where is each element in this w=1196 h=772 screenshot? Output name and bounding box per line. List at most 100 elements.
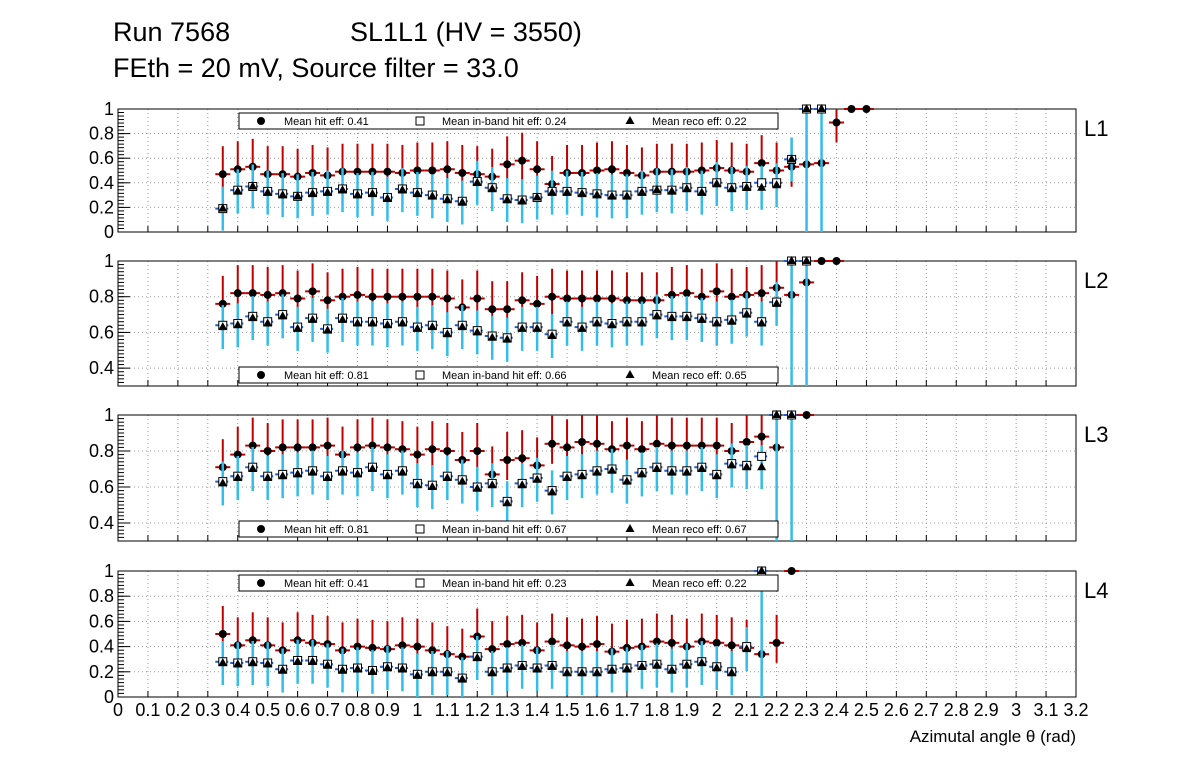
- reco-point: [727, 668, 737, 677]
- x-tick-label: 2.3: [794, 700, 819, 720]
- x-tick-label: 2.1: [734, 700, 759, 720]
- x-tick-label: 1.9: [674, 700, 699, 720]
- hit-point: [697, 292, 706, 301]
- x-tick-label: 3.2: [1063, 700, 1088, 720]
- reco-point: [487, 480, 497, 489]
- reco-point: [457, 476, 467, 485]
- x-tick-label: 1.6: [584, 700, 609, 720]
- hit-point: [473, 294, 482, 303]
- reco-point: [577, 471, 587, 480]
- reco-point: [457, 322, 467, 331]
- y-tick-label: 0.6: [89, 611, 114, 631]
- reco-point: [712, 179, 722, 188]
- hit-point: [817, 257, 826, 265]
- reco-point: [293, 323, 303, 332]
- reco-point: [308, 656, 318, 665]
- reco-point: [592, 318, 602, 327]
- hit-point: [248, 441, 257, 450]
- reco-point: [742, 182, 752, 191]
- hit-point: [503, 456, 512, 464]
- hit-point: [593, 294, 601, 303]
- hit-point: [293, 294, 302, 303]
- hit-point: [757, 289, 766, 298]
- hit-point: [563, 443, 572, 452]
- reco-point: [517, 323, 527, 332]
- hit-point: [233, 450, 242, 459]
- hit-point: [353, 167, 362, 176]
- legend-hit-label: Mean hit eff: 0.41: [284, 116, 369, 128]
- reco-point: [607, 320, 617, 329]
- legend-inband-label: Mean in-band hit eff: 0.66: [442, 370, 567, 382]
- y-tick-label: 0.6: [89, 148, 114, 168]
- reco-point: [323, 660, 333, 669]
- hit-point: [533, 165, 542, 174]
- reco-point: [667, 186, 677, 195]
- reco-point: [622, 476, 632, 485]
- reco-point: [218, 657, 228, 666]
- reco-point: [338, 185, 348, 194]
- reco-point: [592, 467, 602, 476]
- reco-point: [697, 314, 707, 323]
- reco-point: [382, 193, 392, 202]
- reco-point: [652, 185, 662, 194]
- reco-point: [353, 469, 362, 478]
- reco-point: [412, 670, 422, 679]
- legend-hit-marker: [257, 525, 265, 533]
- legend: Mean hit eff: 0.41 Mean in-band hit eff: …: [238, 574, 779, 592]
- reco-point: [397, 664, 407, 673]
- legend-reco-label: Mean reco eff: 0.22: [652, 578, 747, 590]
- hit-point: [248, 289, 257, 298]
- hit-point: [757, 159, 766, 168]
- reco-point: [248, 657, 258, 666]
- reco-point: [622, 664, 632, 673]
- reco-point: [233, 473, 243, 481]
- reco-point: [622, 318, 632, 327]
- reco-point: [592, 668, 602, 677]
- hit-point: [218, 170, 227, 179]
- reco-point: [412, 188, 422, 197]
- hit-point: [847, 105, 856, 113]
- y-tick-label: 0.8: [89, 441, 114, 461]
- legend-inband-marker: [415, 116, 425, 126]
- reco-point: [323, 473, 333, 481]
- reco-point: [712, 663, 722, 672]
- reco-point: [787, 256, 797, 264]
- reco-point: [397, 318, 407, 327]
- hit-point: [368, 167, 377, 176]
- y-tick-label: 0.8: [89, 287, 114, 307]
- reco-point: [652, 311, 662, 320]
- x-tick-label: 0.3: [195, 700, 220, 720]
- hit-point: [712, 287, 721, 296]
- hit-point: [263, 290, 272, 299]
- reco-point: [293, 656, 303, 665]
- reco-point: [532, 474, 542, 483]
- x-tick-label: 1: [412, 700, 422, 720]
- reco-point: [637, 318, 647, 327]
- reco-point: [547, 331, 557, 339]
- hit-point: [488, 305, 497, 314]
- hit-point: [353, 642, 362, 651]
- hit-point: [218, 299, 227, 308]
- x-tick-label: 2.7: [914, 700, 939, 720]
- legend-reco-marker: [625, 578, 635, 586]
- reco-point: [547, 187, 557, 196]
- y-tick-label: 1: [104, 99, 114, 119]
- hit-point: [742, 438, 751, 446]
- hit-point: [727, 641, 736, 650]
- reco-point: [248, 464, 258, 472]
- x-tick-label: 1.3: [495, 700, 520, 720]
- reco-point: [517, 661, 527, 670]
- reco-point: [682, 313, 692, 322]
- reco-point: [442, 473, 452, 481]
- hit-point: [503, 640, 512, 649]
- hit-point: [488, 645, 497, 654]
- reco-point: [427, 322, 437, 331]
- hit-point: [458, 652, 467, 661]
- y-tick-label: 0.4: [89, 637, 114, 657]
- reco-point: [637, 661, 647, 670]
- reco-point: [218, 203, 228, 212]
- legend-hit-label: Mean hit eff: 0.41: [284, 578, 369, 590]
- reco-point: [263, 187, 273, 196]
- y-tick-label: 0.4: [89, 513, 114, 533]
- reco-point: [532, 192, 542, 201]
